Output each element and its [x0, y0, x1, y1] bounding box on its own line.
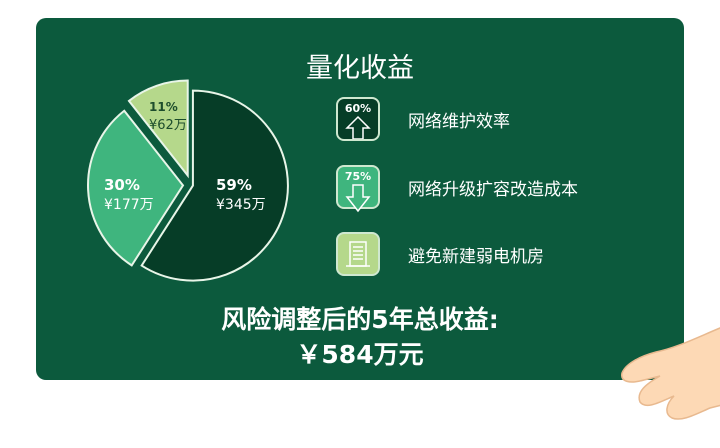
- slice-label-1: 30% ¥177万: [104, 176, 154, 213]
- summary-total: ￥584万元: [296, 340, 424, 369]
- pie-slice-1: [87, 109, 185, 267]
- arrow-up-icon: 60%: [336, 97, 380, 141]
- infographic-card: 量化收益 59% ¥345万 30% ¥177万 11% ¥62万 60% 网络维护效…: [36, 18, 684, 380]
- pie-chart: [87, 79, 289, 282]
- slice-label-0: 59% ¥345万: [216, 176, 266, 213]
- pie-slice-2: [127, 79, 189, 179]
- summary-heading: 风险调整后的5年总收益:: [221, 305, 499, 334]
- hand-illustration: [621, 327, 720, 420]
- pie-slice-0: [140, 89, 289, 282]
- card-title: 量化收益: [306, 53, 414, 84]
- slice-label-2: 11% ¥62万: [149, 100, 187, 133]
- building-icon: [336, 232, 380, 276]
- arrow-down-icon: 75%: [336, 165, 380, 213]
